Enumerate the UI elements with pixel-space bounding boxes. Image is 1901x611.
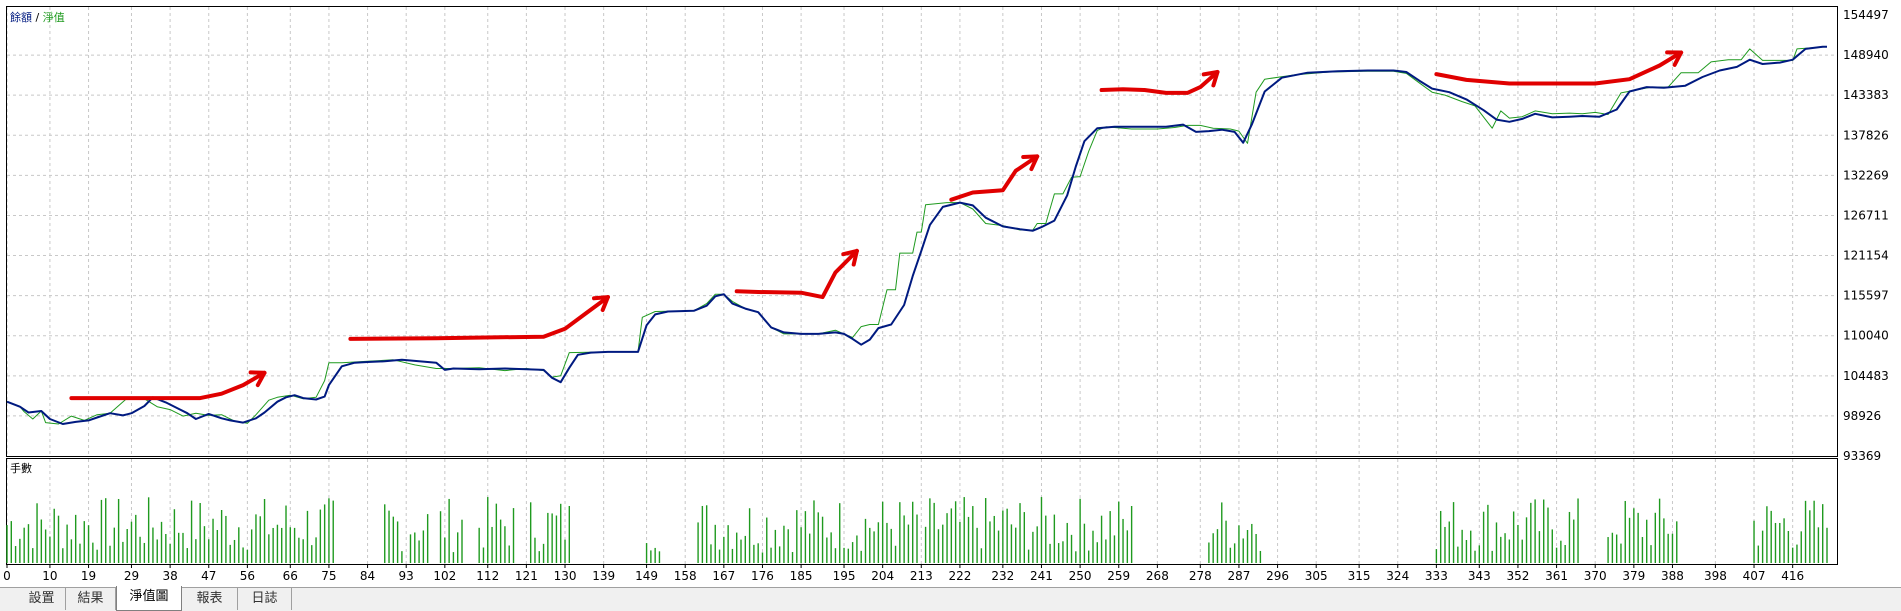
x-tick-label: 370 bbox=[1584, 569, 1607, 583]
tab-journal[interactable]: 日誌 bbox=[238, 588, 292, 610]
y-tick-label: 115597 bbox=[1843, 289, 1889, 303]
annotation-arrow-5 bbox=[1099, 70, 1220, 95]
series-lines bbox=[6, 45, 1828, 425]
equity-line bbox=[6, 46, 1828, 425]
tab-settings[interactable]: 設置 bbox=[18, 588, 66, 610]
x-tick-label: 139 bbox=[592, 569, 615, 583]
x-tick-label: 305 bbox=[1305, 569, 1328, 583]
title-balance: 餘額 bbox=[10, 10, 32, 24]
volume-bars bbox=[6, 497, 1828, 563]
title-equity: 淨值 bbox=[43, 11, 65, 24]
x-tick-label: 176 bbox=[751, 569, 774, 583]
x-tick-label: 232 bbox=[991, 569, 1014, 583]
x-tick-label: 158 bbox=[674, 569, 697, 583]
y-axis: 154497 148940 143383 137826 132269 126711 1211… bbox=[1843, 8, 1889, 463]
annotation-arrow-1 bbox=[69, 370, 267, 401]
y-tick-label: 132269 bbox=[1843, 168, 1889, 182]
x-tick-label: 75 bbox=[321, 569, 336, 583]
title-sep: / bbox=[32, 11, 43, 24]
x-tick-label: 388 bbox=[1661, 569, 1684, 583]
annotations bbox=[69, 50, 1684, 401]
y-tick-label: 104483 bbox=[1843, 369, 1889, 383]
x-tick-label: 213 bbox=[910, 569, 933, 583]
main-panel-frame bbox=[6, 6, 1838, 457]
balance-line bbox=[6, 45, 1827, 425]
x-tick-label: 29 bbox=[124, 569, 139, 583]
y-tick-label: 137826 bbox=[1843, 128, 1889, 142]
x-tick-label: 287 bbox=[1227, 569, 1250, 583]
x-tick-label: 0 bbox=[3, 569, 11, 583]
y-tick-label: 148940 bbox=[1843, 48, 1889, 62]
x-tick-label: 38 bbox=[162, 569, 177, 583]
tab-equity-chart[interactable]: 淨值圖 bbox=[116, 586, 182, 611]
annotation-arrow-1-head bbox=[248, 370, 267, 388]
y-tick-label: 93369 bbox=[1843, 449, 1881, 463]
x-tick-label: 343 bbox=[1468, 569, 1491, 583]
x-tick-label: 93 bbox=[399, 569, 414, 583]
x-tick-label: 361 bbox=[1545, 569, 1568, 583]
x-tick-label: 130 bbox=[554, 569, 577, 583]
x-tick-label: 315 bbox=[1348, 569, 1371, 583]
annotation-arrow-3 bbox=[734, 248, 859, 300]
annotation-arrow-6 bbox=[1434, 50, 1684, 86]
x-tick-label: 84 bbox=[360, 569, 375, 583]
x-tick-label: 185 bbox=[790, 569, 813, 583]
x-tick-label: 296 bbox=[1266, 569, 1289, 583]
y-tick-label: 126711 bbox=[1843, 208, 1889, 222]
x-tick-label: 121 bbox=[515, 569, 538, 583]
annotation-arrow-6-head bbox=[1665, 50, 1684, 67]
x-tick-label: 398 bbox=[1704, 569, 1727, 583]
x-tick-label: 47 bbox=[201, 569, 216, 583]
volume-title: 手數 bbox=[10, 461, 32, 475]
annotation-arrow-2-head bbox=[592, 295, 610, 312]
grid bbox=[6, 7, 1837, 564]
x-tick-label: 112 bbox=[476, 569, 499, 583]
x-tick-label: 10 bbox=[42, 569, 57, 583]
x-tick-label: 222 bbox=[948, 569, 971, 583]
annotation-arrow-4-head bbox=[1021, 154, 1040, 172]
y-tick-label: 121154 bbox=[1843, 249, 1889, 263]
x-axis: 0 10 19 29 38 47 56 66 75 84 93 102 112 121 130 139 149 1… bbox=[3, 564, 1804, 583]
x-tick-label: 407 bbox=[1743, 569, 1766, 583]
x-tick-label: 102 bbox=[433, 569, 456, 583]
x-tick-label: 278 bbox=[1189, 569, 1212, 583]
x-tick-label: 250 bbox=[1069, 569, 1092, 583]
y-tick-label: 154497 bbox=[1843, 8, 1889, 22]
x-tick-label: 352 bbox=[1506, 569, 1529, 583]
tab-results[interactable]: 結果 bbox=[66, 588, 116, 610]
chart-canvas: 1544971489401433831378261322691267111211… bbox=[3, 6, 1889, 583]
x-tick-label: 195 bbox=[833, 569, 856, 583]
annotation-arrow-4 bbox=[949, 154, 1040, 202]
y-tick-label: 110040 bbox=[1843, 329, 1889, 343]
x-tick-label: 259 bbox=[1107, 569, 1130, 583]
x-tick-label: 149 bbox=[635, 569, 658, 583]
tab-report[interactable]: 報表 bbox=[182, 588, 238, 610]
y-tick-label: 143383 bbox=[1843, 88, 1889, 102]
x-tick-label: 379 bbox=[1622, 569, 1645, 583]
x-tick-label: 324 bbox=[1386, 569, 1409, 583]
x-tick-label: 204 bbox=[871, 569, 894, 583]
x-tick-label: 19 bbox=[81, 569, 96, 583]
annotation-arrow-2 bbox=[348, 295, 610, 341]
annotation-arrow-5-head bbox=[1201, 70, 1220, 88]
annotation-arrow-3-head bbox=[841, 248, 859, 267]
x-tick-label: 56 bbox=[240, 569, 255, 583]
x-tick-label: 333 bbox=[1425, 569, 1448, 583]
x-tick-label: 416 bbox=[1781, 569, 1804, 583]
volume-panel-frame bbox=[6, 458, 1838, 565]
x-tick-label: 268 bbox=[1146, 569, 1169, 583]
x-tick-label: 167 bbox=[712, 569, 735, 583]
y-tick-label: 98926 bbox=[1843, 409, 1881, 423]
x-tick-label: 66 bbox=[283, 569, 298, 583]
x-tick-label: 241 bbox=[1030, 569, 1053, 583]
tab-bar: 設置 結果 淨值圖 報表 日誌 bbox=[0, 586, 1901, 611]
chart-title: 餘額 / 淨值 bbox=[10, 10, 65, 24]
